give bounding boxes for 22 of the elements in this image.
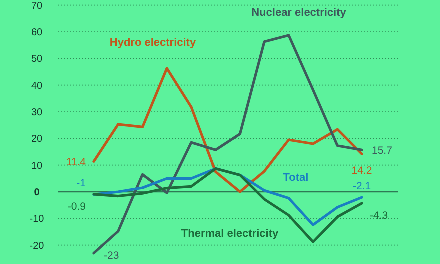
text: Nuclear electricity xyxy=(252,7,348,19)
data-label: -2.1 xyxy=(352,180,372,192)
data-label: 15.7 xyxy=(372,144,393,157)
text: Hydro electricity xyxy=(110,37,197,49)
data-label: 14.2 xyxy=(352,164,372,177)
y-tick-label: 40 xyxy=(31,80,43,92)
data-label: -23 xyxy=(104,250,120,262)
series-label: Total xyxy=(283,172,309,184)
y-tick-label: -20 xyxy=(30,240,45,252)
data-label: -0.9 xyxy=(68,201,86,214)
y-tick-label: 20 xyxy=(31,134,43,146)
y-tick-label: 70 xyxy=(31,0,43,12)
data-label: 11.4 xyxy=(66,156,86,168)
y-tick-label: 60 xyxy=(31,28,43,38)
y-tick-label: 10 xyxy=(31,160,43,172)
y-tick-label: -10 xyxy=(30,214,45,226)
series-label: Thermal electricity xyxy=(181,228,280,240)
y-tick-label: 0 xyxy=(34,188,40,198)
data-label: -4.3 xyxy=(370,210,388,222)
data-label: -1 xyxy=(76,177,86,190)
y-tick-label: 50 xyxy=(31,54,43,66)
y-tick-label: 30 xyxy=(31,108,43,118)
